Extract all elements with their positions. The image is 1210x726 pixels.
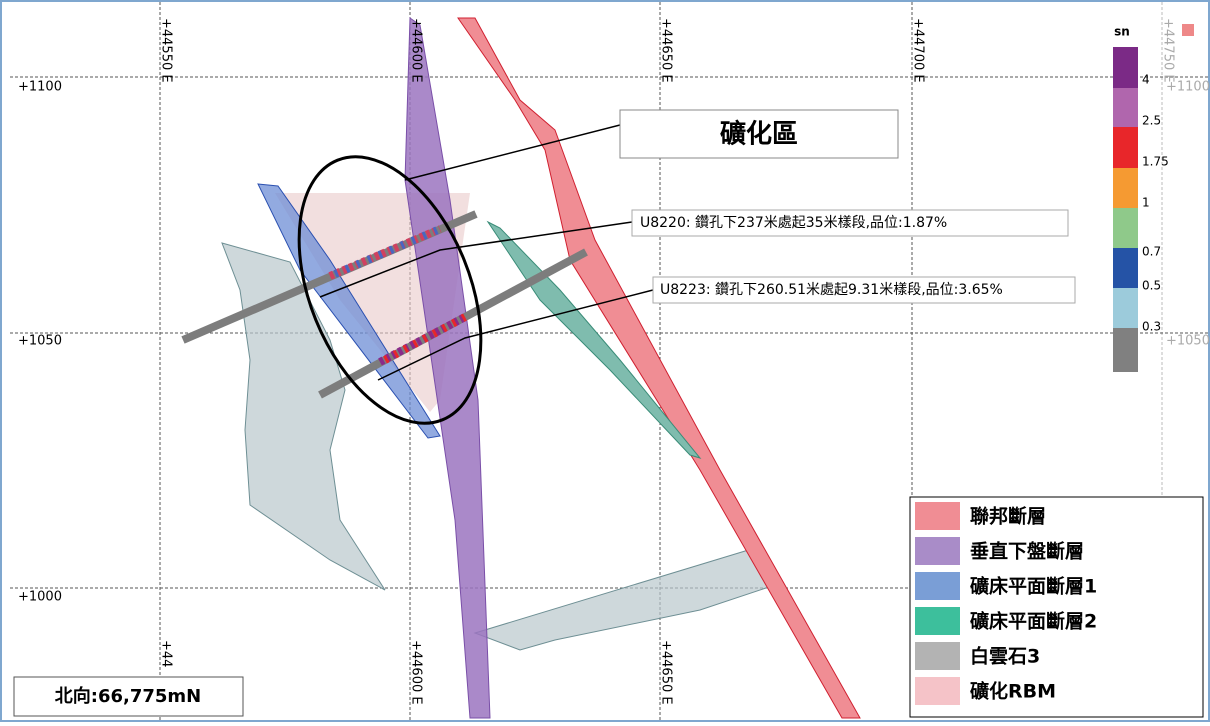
vertical-fault [404, 17, 491, 719]
colorbar: sn [1114, 25, 1130, 39]
grid-label: +44650 E [659, 18, 674, 83]
colorbar-band [1113, 328, 1138, 372]
colorbar-label: 0.3 [1142, 320, 1161, 334]
grid-label: +44750 E [1161, 18, 1176, 83]
colorbar-band [1113, 47, 1138, 88]
hole-box [652, 276, 1076, 304]
colorbar-label: 0.7 [1142, 245, 1161, 259]
colorbar-band [1113, 168, 1138, 208]
zone-box [619, 109, 899, 159]
assay [378, 313, 467, 366]
colorbar-label: 2.5 [1142, 114, 1161, 128]
fault-plane-1 [257, 183, 441, 439]
north-label: 北向:66,775mN [55, 685, 201, 707]
legend-swatch [915, 677, 960, 705]
grid-label: +44600 E [409, 640, 424, 705]
legend-swatch [915, 502, 960, 530]
colorbar-band [1113, 208, 1138, 248]
zone-label: 礦化區 [720, 119, 798, 150]
legend-label: 礦化RBM [970, 680, 1056, 703]
colorbar-label: 1.75 [1142, 155, 1169, 169]
zone-outline [297, 155, 483, 425]
federal-fault [457, 17, 861, 719]
hole-label: U8220: 鑽孔下237米處起35米樣段,品位:1.87% [640, 214, 947, 231]
colorbar-band [1113, 288, 1138, 328]
legend-label: 垂直下盤斷層 [970, 540, 1084, 563]
colorbar-label: 4 [1142, 73, 1150, 87]
legend-label: 礦床平面斷層1 [970, 575, 1097, 598]
legend-swatch [915, 537, 960, 565]
colorbar-band [1113, 127, 1138, 168]
grid-label: +44600 E [409, 18, 424, 83]
leaders [319, 124, 654, 381]
colorbar-label: 0.5 [1142, 279, 1161, 293]
colorbar-band [1113, 88, 1138, 127]
legend-swatch [915, 642, 960, 670]
grid-label: +44700 E [911, 18, 926, 83]
grid-label: +44550 E [159, 18, 174, 83]
grid-label: +1050 [1166, 334, 1210, 349]
legend-swatch [915, 572, 960, 600]
grid-label: +1050 [18, 334, 62, 349]
hole-box [631, 209, 1069, 237]
grid-label: +1000 [18, 590, 62, 605]
legend-swatch [915, 607, 960, 635]
legend-label: 聯邦斷層 [970, 505, 1046, 528]
grid-label: +44 [159, 640, 174, 667]
fault-plane-2 [486, 220, 702, 459]
dolomite [221, 242, 386, 591]
grid-label: +1100 [18, 80, 62, 95]
grid-label: +1100 [1166, 80, 1210, 95]
legend-label: 白雲石3 [970, 645, 1040, 668]
colorbar-label: 1 [1142, 196, 1150, 210]
north-box [13, 676, 244, 717]
assay [328, 225, 442, 280]
assay [383, 313, 467, 364]
hole-label: U8223: 鑽孔下260.51米處起9.31米樣段,品位:3.65% [660, 281, 1003, 298]
grid-label: +44650 E [659, 640, 674, 705]
colorbar-title: sn [1114, 25, 1130, 39]
colorbar-band [1113, 248, 1138, 288]
close-icon[interactable] [1182, 24, 1194, 36]
legend-label: 礦床平面斷層2 [970, 610, 1097, 633]
